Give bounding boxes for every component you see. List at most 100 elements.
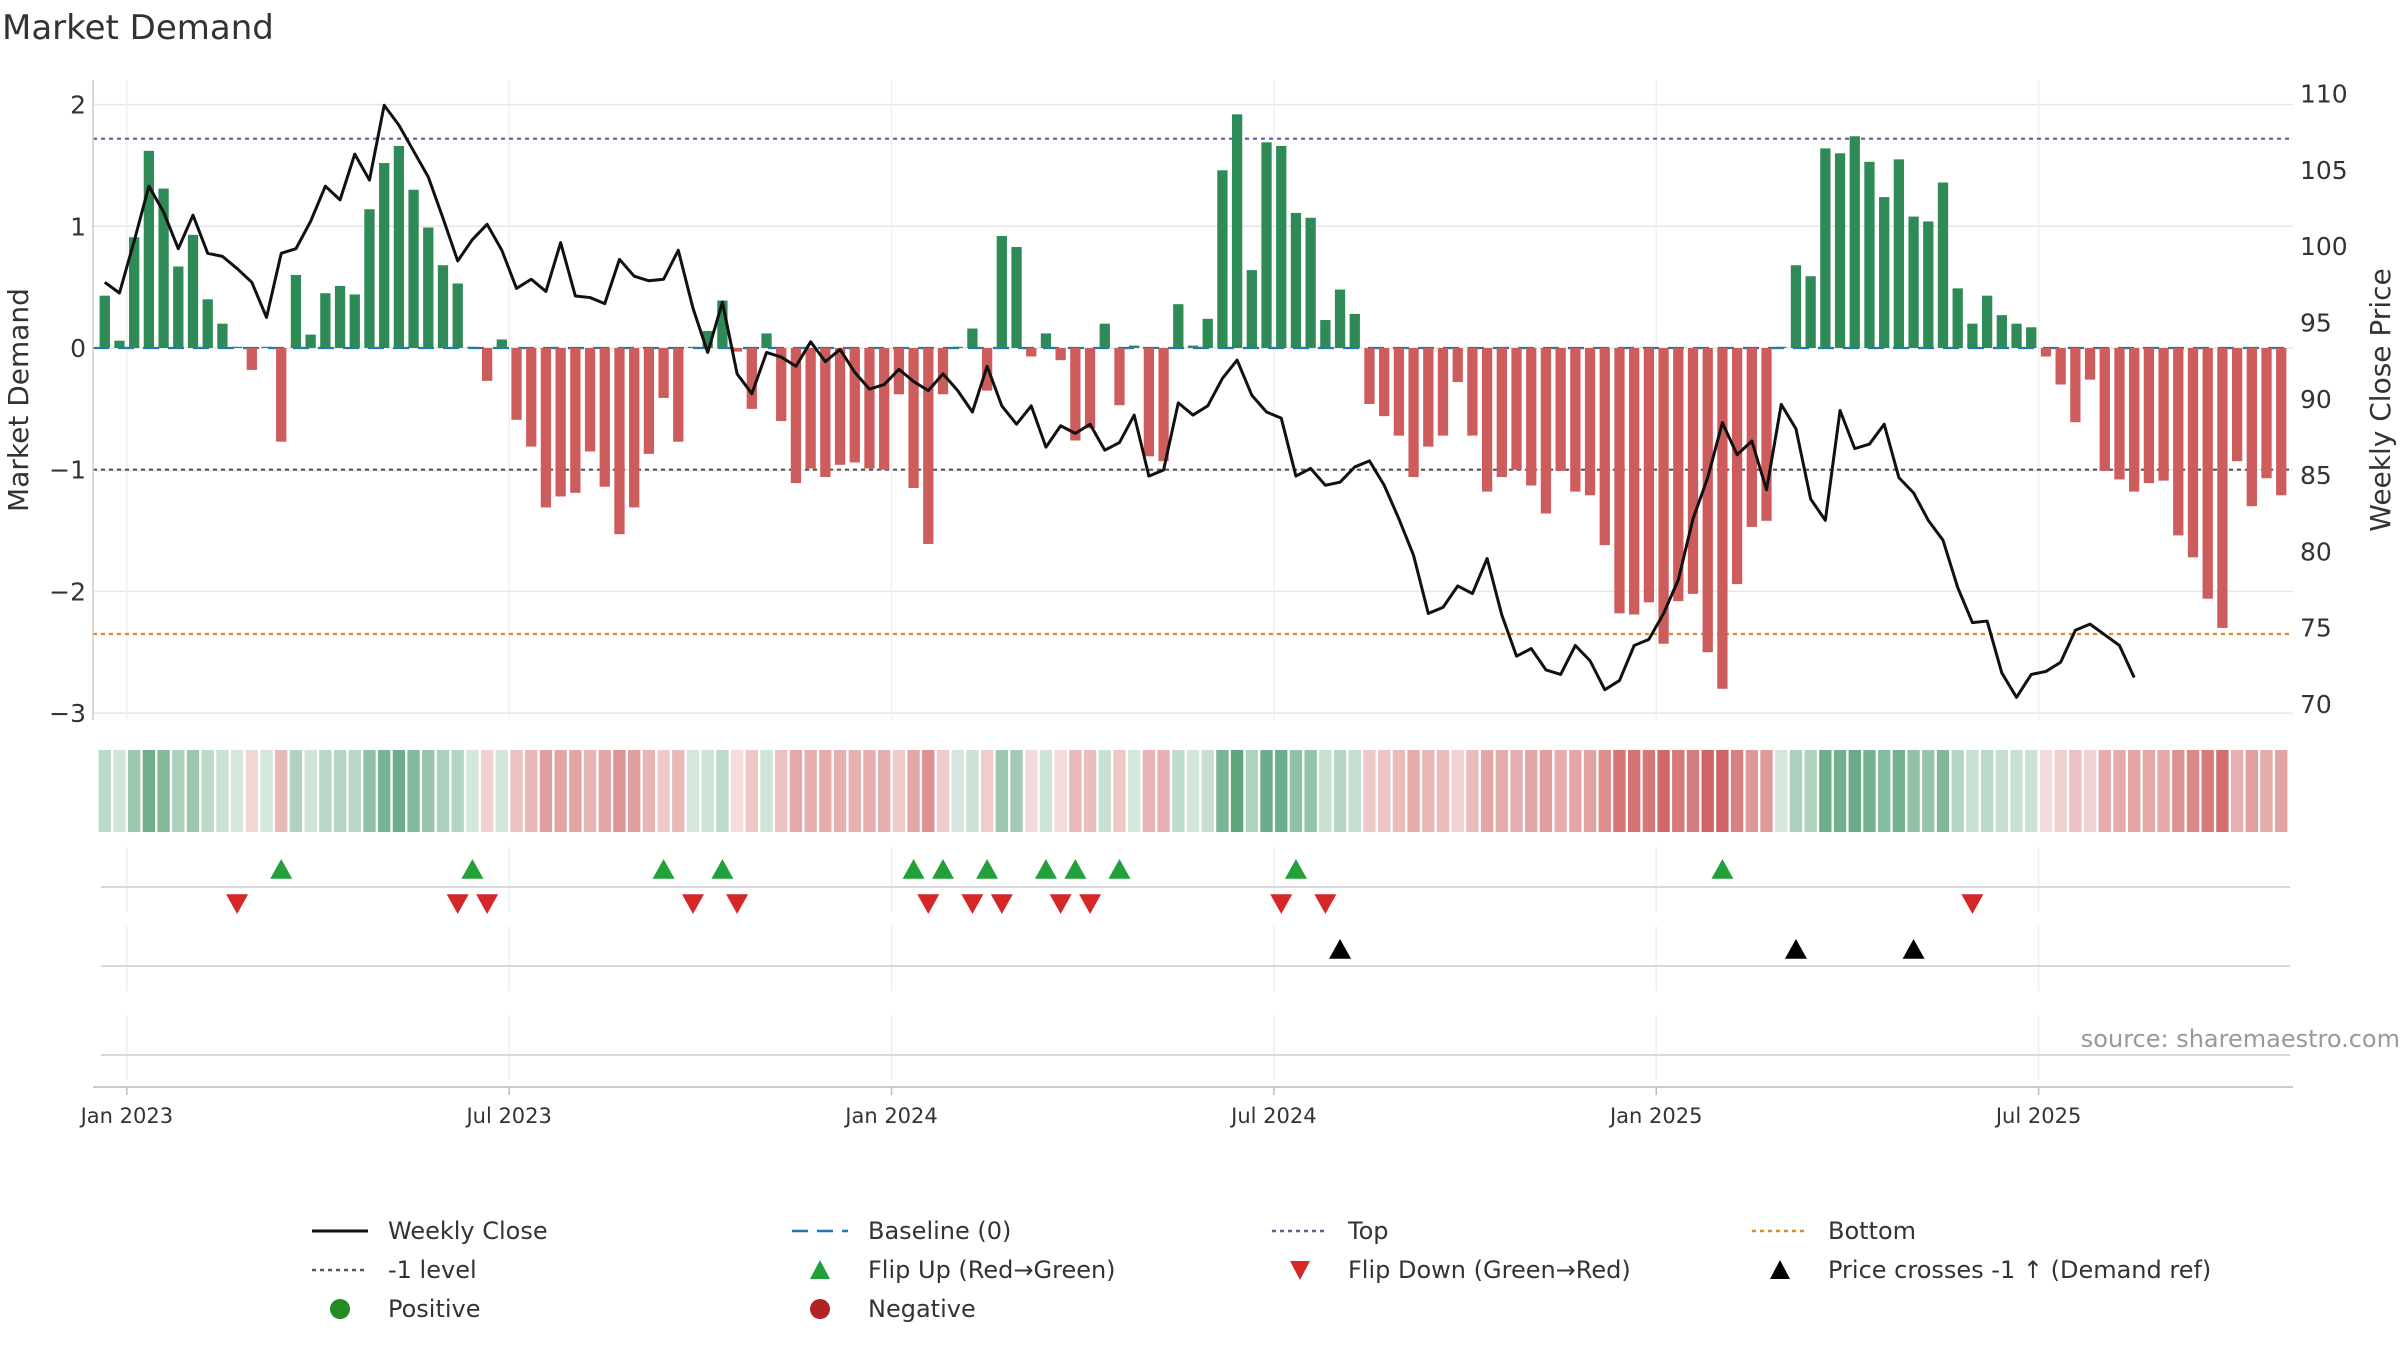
heat-cell	[2010, 750, 2023, 832]
heat-cell	[907, 750, 920, 832]
heat-cell	[1054, 750, 1067, 832]
heat-cell	[892, 750, 906, 832]
y2-tick-label: 95	[2300, 309, 2332, 338]
demand-bar	[1849, 136, 1860, 348]
axis-labels: Jan 2023 Jul 2023 Jan 2024 Jul 2024 Jan 2025…	[2, 80, 2397, 1128]
demand-bar	[761, 333, 772, 348]
demand-bar	[1261, 142, 1272, 348]
demand-bar	[996, 236, 1007, 348]
legend-item: Negative	[780, 1290, 976, 1328]
heat-cell	[1113, 750, 1126, 832]
heat-cell	[1407, 750, 1420, 832]
demand-bar	[1555, 348, 1566, 471]
heat-cell	[1628, 750, 1641, 832]
demand-bar	[1481, 348, 1493, 492]
heat-cell	[833, 750, 847, 832]
heat-cell	[1642, 750, 1656, 832]
demand-bar	[1467, 348, 1478, 436]
flip-down-marker	[1961, 894, 1984, 914]
demand-bar	[570, 348, 581, 493]
demand-bar	[1805, 276, 1816, 348]
demand-bar	[173, 266, 184, 348]
heat-cell	[613, 750, 626, 832]
demand-bar	[746, 348, 757, 409]
heat-cell	[951, 750, 964, 832]
flip-down-marker	[1314, 894, 1337, 914]
heat-cell	[1098, 750, 1111, 832]
demand-bar	[1761, 348, 1772, 521]
heat-cell	[1613, 750, 1626, 832]
demand-bar	[2040, 348, 2052, 357]
heat-cell	[1745, 750, 1758, 832]
demand-bar	[261, 346, 272, 348]
demand-bar	[1717, 348, 1728, 689]
legend-key-icon	[1260, 1251, 1340, 1289]
legend-label: Flip Up (Red→Green)	[868, 1256, 1116, 1284]
demand-bar	[1320, 320, 1331, 348]
weekly-close-line	[103, 103, 2136, 699]
demand-bar	[437, 265, 449, 348]
legend-key-icon	[300, 1251, 380, 1289]
heat-cell	[1833, 750, 1847, 832]
heat-cell	[1216, 750, 1229, 832]
price-cross-marker	[1784, 939, 1807, 959]
heat-cell	[525, 750, 538, 832]
heat-cell	[1980, 750, 1994, 832]
demand-bar	[99, 295, 110, 348]
y2-axis-title: Weekly Close Price	[2364, 268, 2397, 531]
demand-bar	[1187, 345, 1199, 348]
heat-cell	[172, 750, 185, 832]
heat-cell	[716, 750, 729, 832]
demand-bar	[1437, 348, 1449, 436]
heat-cell	[1172, 750, 1185, 832]
demand-bar	[231, 346, 243, 348]
heat-cell	[186, 750, 200, 832]
heat-cell	[760, 750, 773, 832]
heat-cell	[966, 750, 979, 832]
y2-tick-label: 80	[2300, 537, 2332, 566]
heat-cell	[554, 750, 567, 832]
flip-up-marker	[711, 859, 734, 879]
heat-cell	[1392, 750, 1406, 832]
heat-cell	[1598, 750, 1611, 832]
demand-bar	[967, 328, 978, 348]
heat-cell	[2039, 750, 2053, 832]
demand-bar	[1026, 348, 1037, 357]
demand-bar	[158, 188, 169, 348]
demand-bar	[1143, 348, 1155, 457]
legend-label: Negative	[868, 1295, 976, 1323]
demand-bar	[629, 348, 640, 508]
demand-bar	[496, 339, 507, 348]
demand-bar	[1834, 153, 1846, 348]
demand-bar	[1731, 348, 1743, 585]
legend-label: -1 level	[388, 1256, 477, 1284]
heat-cell	[289, 750, 303, 832]
source-credit[interactable]: source: sharemaestro.com	[2080, 1025, 2400, 1053]
heat-cell	[378, 750, 391, 832]
demand-bar	[1643, 348, 1655, 603]
heat-cell	[863, 750, 876, 832]
legend: Weekly Close Baseline (0) Top Bottom -1 leve…	[300, 1212, 2300, 1332]
demand-bar	[1276, 145, 1287, 348]
heat-cell	[2275, 750, 2288, 832]
demand-bar	[849, 348, 860, 463]
heat-cell	[348, 750, 361, 832]
legend-item: Flip Down (Green→Red)	[1260, 1251, 1631, 1289]
flip-up-marker	[652, 859, 675, 879]
heat-cell	[657, 750, 670, 832]
demand-bar	[276, 348, 287, 442]
y-axis-title: Market Demand	[2, 288, 35, 512]
heat-cell	[1451, 750, 1464, 832]
demand-bar	[1129, 345, 1140, 348]
heat-cell	[980, 750, 994, 832]
flip-down-marker	[226, 894, 249, 914]
heat-cell	[789, 750, 803, 832]
demand-bar	[1202, 318, 1213, 348]
x-tick-label: Jul 2023	[464, 1104, 551, 1128]
demand-bar	[364, 209, 375, 348]
demand-bar	[2099, 348, 2110, 471]
demand-bar	[1790, 265, 1802, 348]
demand-bar	[673, 348, 684, 442]
flip-up-marker	[270, 859, 293, 879]
heat-cell	[2186, 750, 2200, 832]
